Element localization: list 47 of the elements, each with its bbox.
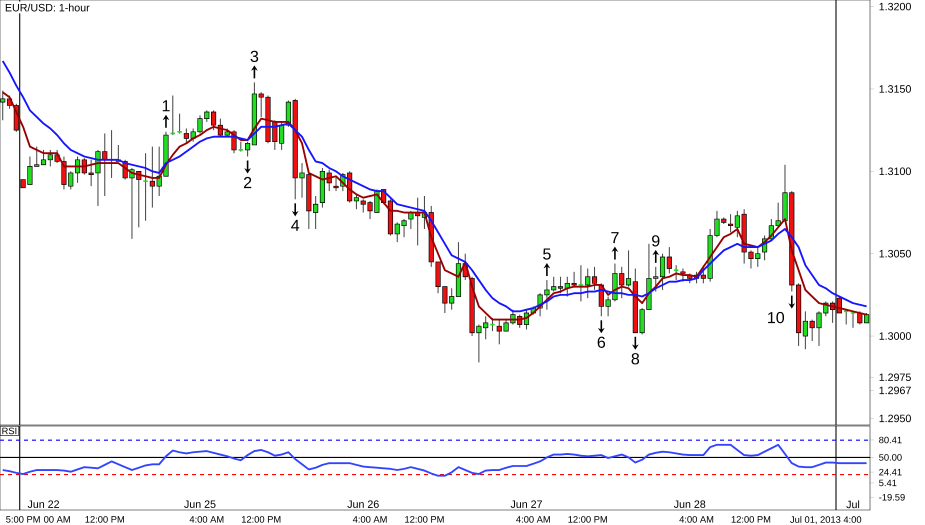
candlestick <box>728 214 734 233</box>
y-tick-label: 24.41 <box>879 468 902 476</box>
x-tick-label: 4:00 AM <box>516 516 550 523</box>
x-tick-label: Jun 27 <box>510 500 542 508</box>
y-tick-label: -19.59 <box>879 494 905 501</box>
candlestick <box>245 141 250 158</box>
y-tick-label: 1.2950 <box>880 414 911 422</box>
annotation: 3 <box>250 50 258 62</box>
x-tick-label: 12:00 PM <box>85 516 124 523</box>
x-tick-label: Jun 25 <box>184 500 216 508</box>
x-tick-label: 12:00 PM <box>242 516 280 523</box>
x-tick-label: Jun 28 <box>674 500 706 508</box>
annotation: 7 <box>611 232 619 244</box>
y-tick-label: 1.3000 <box>880 332 911 340</box>
y-tick-label: 1.3200 <box>880 2 911 10</box>
x-tick-label: 4:00 AM <box>190 516 224 523</box>
x-tick-label: 5:00 PM <box>6 516 40 523</box>
x-tick-label: 00 AM <box>44 516 70 523</box>
x-tick-label: 12:00 PM <box>405 516 444 523</box>
annotation: 8 <box>632 353 640 364</box>
x-tick-label: 4:00 AM <box>679 516 714 523</box>
y-tick-label: 1.2975 <box>880 373 911 382</box>
y-tick-label: 1.3050 <box>880 250 911 258</box>
x-tick-label: Jun 26 <box>347 500 379 508</box>
candlestick <box>666 246 672 274</box>
y-tick-label: 5.41 <box>879 480 896 486</box>
y-tick-label: 1.2967 <box>880 386 911 394</box>
x-tick-label: Jul 01, 2013 4:00 <box>790 516 862 524</box>
candlestick <box>680 268 686 282</box>
x-tick-label: 4:00 AM <box>352 516 387 523</box>
chart-title: EUR/USD: 1-hour <box>6 4 90 12</box>
x-tick-label: Jun 22 <box>28 500 59 508</box>
annotation: 4 <box>291 220 300 231</box>
x-tick-label: 12:00 PM <box>732 516 770 523</box>
y-tick-label: 1.3100 <box>880 168 911 176</box>
x-tick-label: 12:00 PM <box>568 516 607 523</box>
annotation: 5 <box>543 248 551 260</box>
annotation: 1 <box>162 100 170 112</box>
chart-title: RSI <box>2 428 16 434</box>
y-tick-label: 50.00 <box>879 454 902 461</box>
annotation: 9 <box>652 235 660 247</box>
annotation: 6 <box>598 336 606 348</box>
y-tick-label: 80.41 <box>879 436 902 444</box>
x-tick-label: Jul <box>846 500 860 508</box>
y-tick-label: 1.3150 <box>880 85 911 93</box>
annotation: 2 <box>244 176 252 188</box>
annotation: 10 <box>768 312 784 324</box>
